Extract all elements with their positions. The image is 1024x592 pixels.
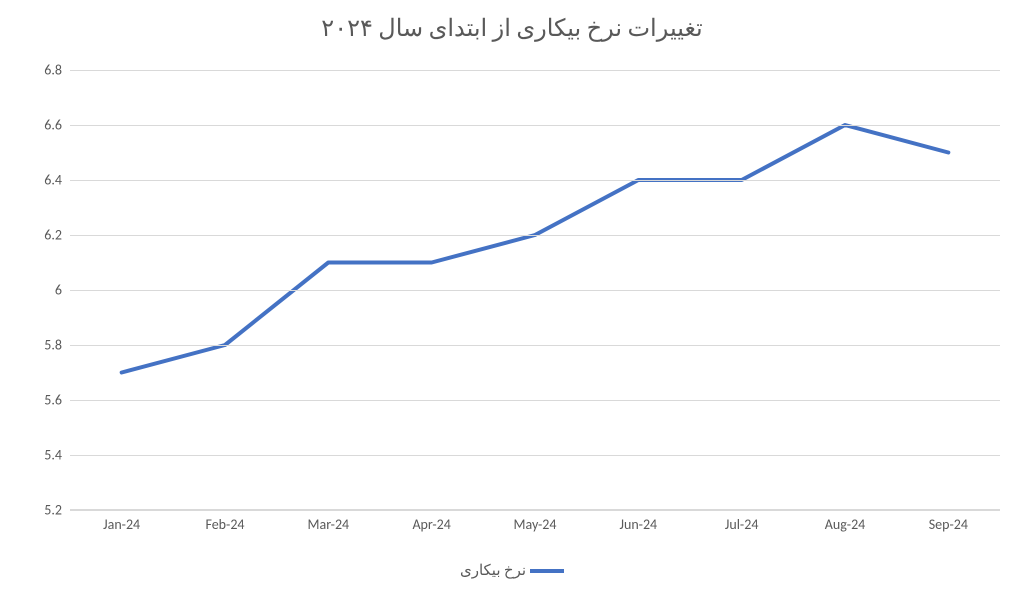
chart-title: تغییرات نرخ بیکاری از ابتدای سال ۲۰۲۴ — [0, 14, 1024, 43]
grid-line — [70, 400, 1000, 401]
grid-line — [70, 290, 1000, 291]
y-tick-label: 6.2 — [44, 227, 70, 244]
y-tick-label: 6 — [55, 282, 70, 299]
grid-line — [70, 70, 1000, 71]
y-tick-label: 6.8 — [44, 62, 70, 79]
grid-line — [70, 455, 1000, 456]
grid-line — [70, 345, 1000, 346]
y-tick-label: 5.6 — [44, 392, 70, 409]
grid-line — [70, 235, 1000, 236]
legend: نرخ بیکاری — [0, 561, 1024, 580]
x-tick-label: Apr-24 — [412, 510, 450, 533]
grid-line — [70, 125, 1000, 126]
x-tick-label: Mar-24 — [308, 510, 350, 533]
x-tick-label: Jun-24 — [620, 510, 658, 533]
y-tick-label: 6.6 — [44, 117, 70, 134]
x-tick-label: Aug-24 — [825, 510, 866, 533]
y-tick-label: 5.8 — [44, 337, 70, 354]
x-tick-label: Feb-24 — [205, 510, 244, 533]
y-tick-label: 5.2 — [44, 502, 70, 519]
x-tick-label: Sep-24 — [929, 510, 968, 533]
grid-line — [70, 180, 1000, 181]
x-tick-label: Jul-24 — [725, 510, 759, 533]
legend-label: نرخ بیکاری — [460, 561, 526, 580]
y-tick-label: 5.4 — [44, 447, 70, 464]
unemployment-chart: تغییرات نرخ بیکاری از ابتدای سال ۲۰۲۴ 5.… — [0, 0, 1024, 592]
x-tick-label: Jan-24 — [103, 510, 140, 533]
y-tick-label: 6.4 — [44, 172, 70, 189]
legend-swatch — [530, 569, 564, 573]
unemployment-line — [122, 125, 949, 373]
x-tick-label: May-24 — [514, 510, 557, 533]
plot-area: 5.25.45.65.866.26.46.66.8Jan-24Feb-24Mar… — [70, 70, 1000, 510]
